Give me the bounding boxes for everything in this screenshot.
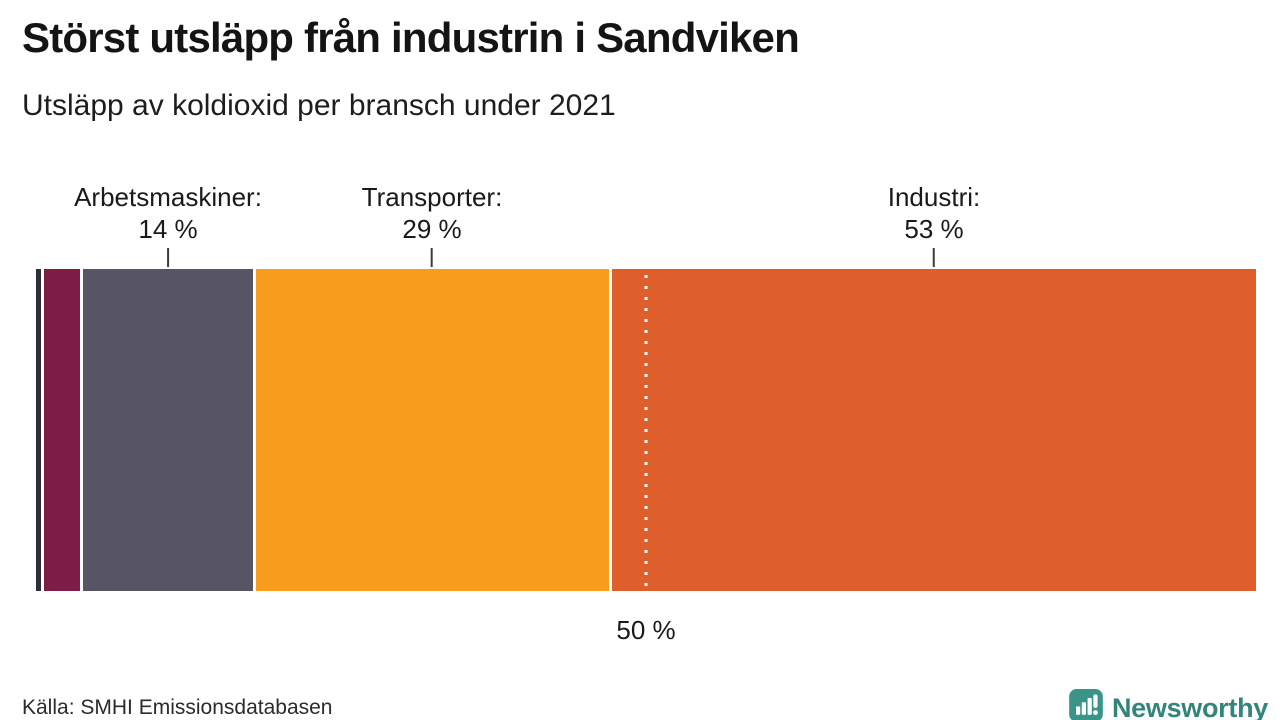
bar-segment-unlabeled-0: [36, 268, 41, 591]
segment-label-name: Arbetsmaskiner:: [74, 181, 262, 212]
reference-line: [644, 274, 648, 588]
label-tick: [430, 247, 433, 267]
segment-label-industri: Industri: 53 %: [887, 181, 981, 267]
segment-label-transporter: Transporter: 29 %: [361, 181, 503, 267]
bar-segment-transporter: [256, 268, 609, 591]
chart-title: Störst utsläpp från industrin i Sandvike…: [22, 14, 800, 61]
source-note: Källa: SMHI Emissionsdatabasen: [22, 696, 333, 719]
segment-label-name: Industri:: [887, 181, 981, 212]
segment-label-value: 53 %: [904, 213, 964, 244]
label-tick: [167, 247, 169, 267]
stacked-bar: [36, 268, 1256, 591]
footer: Källa: SMHI Emissionsdatabasen Newsworth…: [22, 688, 1268, 720]
bar-segment-industri: [611, 268, 1256, 591]
infographic-page: Störst utsläpp från industrin i Sandvike…: [0, 12, 1280, 720]
segment-label-name: Transporter:: [361, 181, 503, 212]
segment-label-value: 29 %: [402, 213, 462, 244]
stacked-bar-chart: Arbetsmaskiner: 14 % Transporter: 29 % Indus…: [36, 179, 1256, 645]
segment-label-arbetsmaskiner: Arbetsmaskiner: 14 %: [74, 181, 262, 267]
newsworthy-chart-bubble-icon: [1068, 688, 1104, 720]
segment-label-value: 14 %: [138, 213, 198, 244]
chart-subtitle: Utsläpp av koldioxid per bransch under 2…: [22, 88, 616, 122]
segment-labels-layer: Arbetsmaskiner: 14 % Transporter: 29 % Indus…: [36, 179, 1256, 269]
bar-segment-arbetsmaskiner: [83, 268, 254, 591]
bar-segment-unlabeled-1: [43, 268, 81, 591]
newsworthy-logo: Newsworthy: [1068, 688, 1268, 720]
reference-line-label: 50 %: [616, 614, 676, 645]
newsworthy-wordmark: Newsworthy: [1111, 692, 1268, 720]
label-tick: [933, 247, 935, 267]
